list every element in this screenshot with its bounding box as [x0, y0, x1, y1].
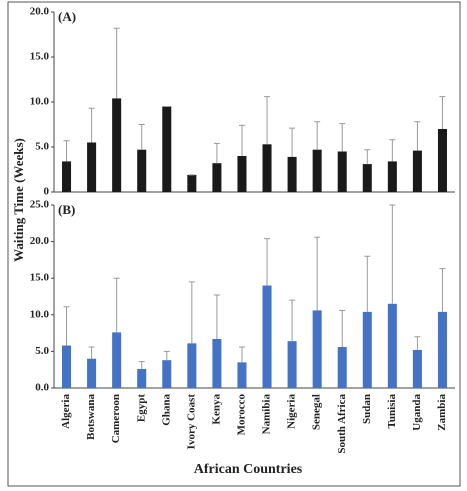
error-bar: [113, 277, 120, 333]
bar: [337, 151, 347, 192]
error-bar: [314, 121, 321, 150]
x-tick-label: Morocco: [236, 394, 248, 436]
error-bar: [314, 236, 321, 311]
error-bar: [63, 306, 70, 346]
bar: [137, 368, 147, 388]
y-tick-label: 10.0: [30, 308, 50, 320]
panel-label: (A): [58, 9, 76, 24]
bar: [62, 345, 72, 388]
bar: [187, 343, 197, 388]
x-tick-label: Cameroon: [110, 394, 122, 443]
error-bar: [138, 124, 145, 150]
x-tick-label: Tunisia: [386, 394, 398, 429]
bar: [287, 156, 297, 192]
error-bar: [389, 204, 396, 304]
error-bar: [213, 142, 220, 164]
error-bar: [414, 121, 421, 151]
bar: [437, 129, 447, 192]
error-bar: [88, 107, 95, 143]
error-bar: [439, 96, 446, 129]
error-bar: [238, 346, 245, 363]
panel-label: (B): [58, 202, 75, 217]
x-tick-label: Uganda: [411, 394, 423, 431]
bar: [162, 360, 172, 388]
x-tick-label: Kenya: [210, 394, 222, 425]
bar: [237, 156, 247, 192]
y-tick-label: 20.0: [30, 6, 50, 18]
y-tick-label: 5.0: [35, 345, 49, 357]
y-tick-label: 0: [44, 186, 50, 198]
bar: [212, 163, 222, 192]
x-tick-label: Senegal: [311, 394, 323, 430]
bar: [412, 349, 422, 388]
bar: [87, 142, 97, 192]
x-tick-label: Ivory Coast: [185, 394, 197, 450]
bar: [112, 98, 122, 192]
error-bar: [364, 255, 371, 312]
bar: [212, 338, 222, 388]
error-bar: [188, 281, 195, 344]
error-bar: [238, 124, 245, 156]
x-tick-label: Zambia: [436, 394, 448, 431]
error-bar: [339, 309, 346, 348]
y-tick-label: 25.0: [30, 199, 50, 211]
bar: [112, 332, 122, 388]
error-bar: [289, 299, 296, 342]
bar: [137, 149, 147, 192]
error-bar: [264, 238, 271, 286]
bar: [312, 149, 322, 192]
error-bar: [264, 96, 271, 145]
bar: [362, 311, 372, 388]
x-tick-label: Botswana: [85, 394, 97, 440]
bar: [312, 310, 322, 388]
y-tick-label: 10.0: [30, 96, 50, 108]
error-bar: [414, 336, 421, 350]
x-tick-label: Nigeria: [286, 394, 298, 429]
y-tick-label: 20.0: [30, 235, 50, 247]
y-tick-label: 15.0: [30, 272, 50, 284]
x-tick-label: Egypt: [135, 394, 147, 422]
y-tick-label: 15.0: [30, 51, 50, 63]
error-bar: [63, 140, 70, 162]
y-axis-label: Waiting Time (Weeks): [11, 138, 26, 262]
error-bar: [163, 350, 170, 361]
x-tick-label: Namibia: [261, 394, 273, 435]
error-bar: [339, 123, 346, 152]
bar: [287, 341, 297, 388]
x-tick-label: Sudan: [361, 394, 373, 424]
bar: [412, 150, 422, 192]
bar: [437, 311, 447, 388]
bar: [62, 161, 72, 192]
bar: [387, 161, 397, 192]
y-tick-label: 5.0: [35, 141, 49, 153]
bar: [262, 285, 272, 388]
error-bar: [88, 346, 95, 359]
error-bar: [213, 294, 220, 339]
error-bar: [113, 27, 120, 99]
x-tick-label: South Africa: [336, 394, 348, 454]
y-tick-label: 0.0: [35, 382, 49, 394]
bar: [237, 362, 247, 388]
bar: [337, 347, 347, 388]
bar: [387, 303, 397, 388]
error-bar: [389, 139, 396, 162]
x-tick-label: Ghana: [160, 394, 172, 426]
bar: [87, 358, 97, 388]
error-bar: [364, 149, 371, 165]
error-bar: [138, 361, 145, 369]
bar: [362, 164, 372, 192]
bar: [187, 174, 197, 192]
error-bar: [439, 268, 446, 312]
bar: [262, 144, 272, 192]
error-bar: [289, 127, 296, 157]
x-axis-label: African Countries: [194, 462, 303, 477]
frame: [7, 1, 461, 487]
bar: [162, 106, 172, 192]
x-tick-label: Algeria: [60, 394, 72, 429]
